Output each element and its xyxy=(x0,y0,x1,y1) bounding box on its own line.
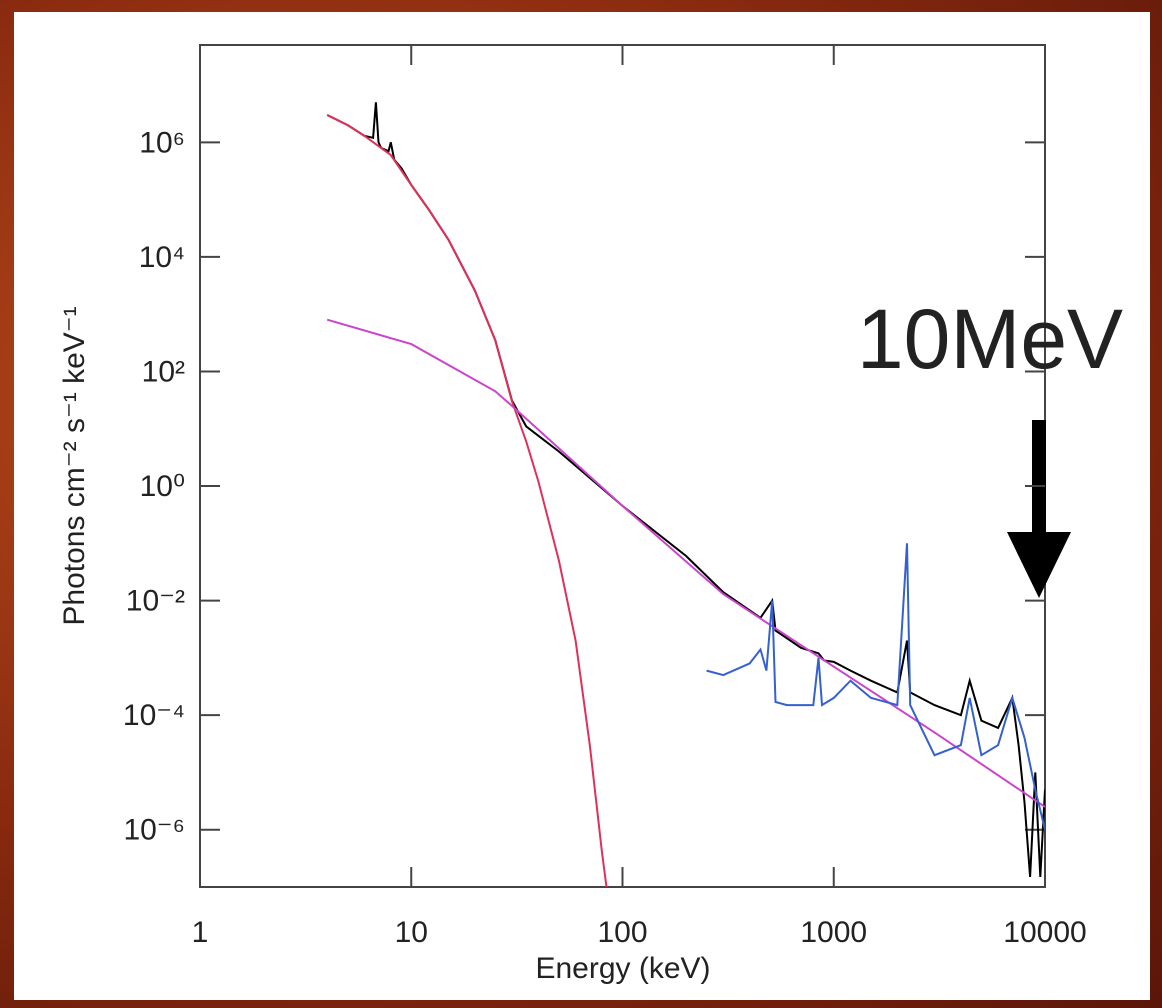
y-tick-label: 10⁰ xyxy=(140,470,185,503)
y-axis-label: Photons cm⁻² s⁻¹ keV⁻¹ xyxy=(58,306,91,625)
arrow-shaft xyxy=(1032,420,1046,535)
arrow-head xyxy=(1007,532,1071,598)
panel xyxy=(14,12,1150,1000)
annotation: 10MeV xyxy=(857,292,1123,386)
x-tick-label: 100 xyxy=(597,916,647,949)
series-line xyxy=(326,102,1045,877)
series-line xyxy=(706,543,1045,830)
x-tick-label: 10 xyxy=(395,916,428,949)
y-tick-label: 10⁻² xyxy=(126,585,185,618)
series-line xyxy=(326,114,608,887)
y-tick-label: 10⁴ xyxy=(139,241,185,274)
y-tick-label: 10⁻⁶ xyxy=(123,814,185,847)
y-tick-label: 10⁶ xyxy=(139,126,185,159)
x-tick-label: 1 xyxy=(192,916,209,949)
x-axis-label: Energy (keV) xyxy=(535,952,710,985)
x-tick-label: 1000 xyxy=(800,916,867,949)
series-line xyxy=(326,318,1045,808)
arrow xyxy=(1007,420,1071,598)
x-tick-label: 10000 xyxy=(1003,916,1086,949)
y-tick-label: 10² xyxy=(142,355,185,388)
y-tick-label: 10⁻⁴ xyxy=(123,699,185,732)
